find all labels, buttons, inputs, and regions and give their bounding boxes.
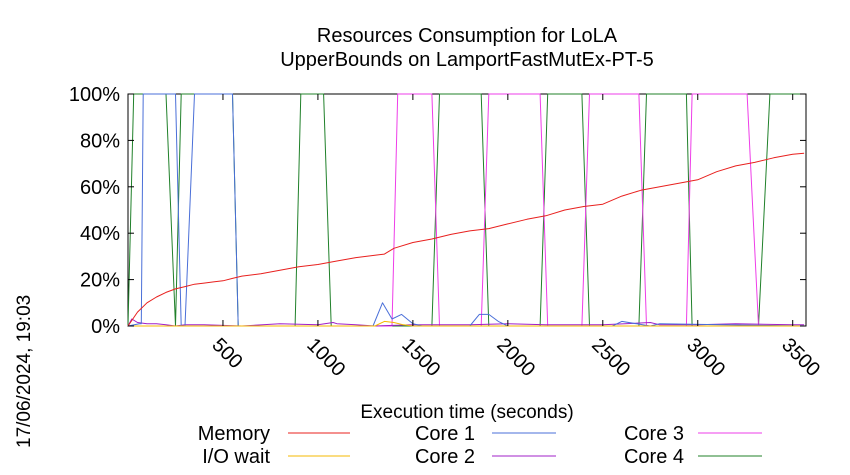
series-line-core-3 — [128, 93, 805, 327]
x-tick-label: 2500 — [587, 334, 634, 381]
timestamp: 17/06/2024, 19:03 — [14, 295, 35, 448]
y-tick-label: 20% — [80, 270, 120, 292]
chart-title-line1: Resources Consumption for LoLA — [317, 25, 618, 47]
legend-label: Core 3 — [624, 423, 684, 445]
y-tick-label: 40% — [80, 223, 120, 245]
series-line-core-2 — [127, 318, 805, 327]
y-tick-label: 0% — [91, 316, 120, 338]
y-tick-label: 60% — [80, 177, 120, 199]
series-line-core-4 — [127, 93, 805, 327]
y-tick-label: 100% — [69, 84, 120, 106]
legend-label: Memory — [198, 423, 270, 445]
legend-label: Core 2 — [415, 446, 475, 468]
plot-frame — [127, 93, 807, 327]
x-tick-label: 3000 — [682, 334, 729, 381]
chart-title-line2: UpperBounds on LamportFastMutEx-PT-5 — [280, 49, 654, 71]
x-tick-label: 3500 — [777, 334, 824, 381]
x-tick-label: 2000 — [492, 334, 539, 381]
legend-label: Core 1 — [415, 423, 475, 445]
y-axis: 0% 20% 40% 60% 80% 100% — [69, 84, 806, 338]
plot-area — [127, 93, 807, 327]
y-tick-label: 80% — [80, 130, 120, 152]
x-tick-label: 500 — [207, 334, 246, 373]
x-tick-label: 1000 — [302, 334, 349, 381]
x-tick-label: 1500 — [397, 334, 444, 381]
legend-label: I/O wait — [202, 446, 270, 468]
x-axis-label: Execution time (seconds) — [360, 402, 573, 423]
series-line-core-1 — [127, 93, 805, 327]
legend-label: Core 4 — [624, 446, 684, 468]
series-line-memory — [127, 152, 805, 327]
